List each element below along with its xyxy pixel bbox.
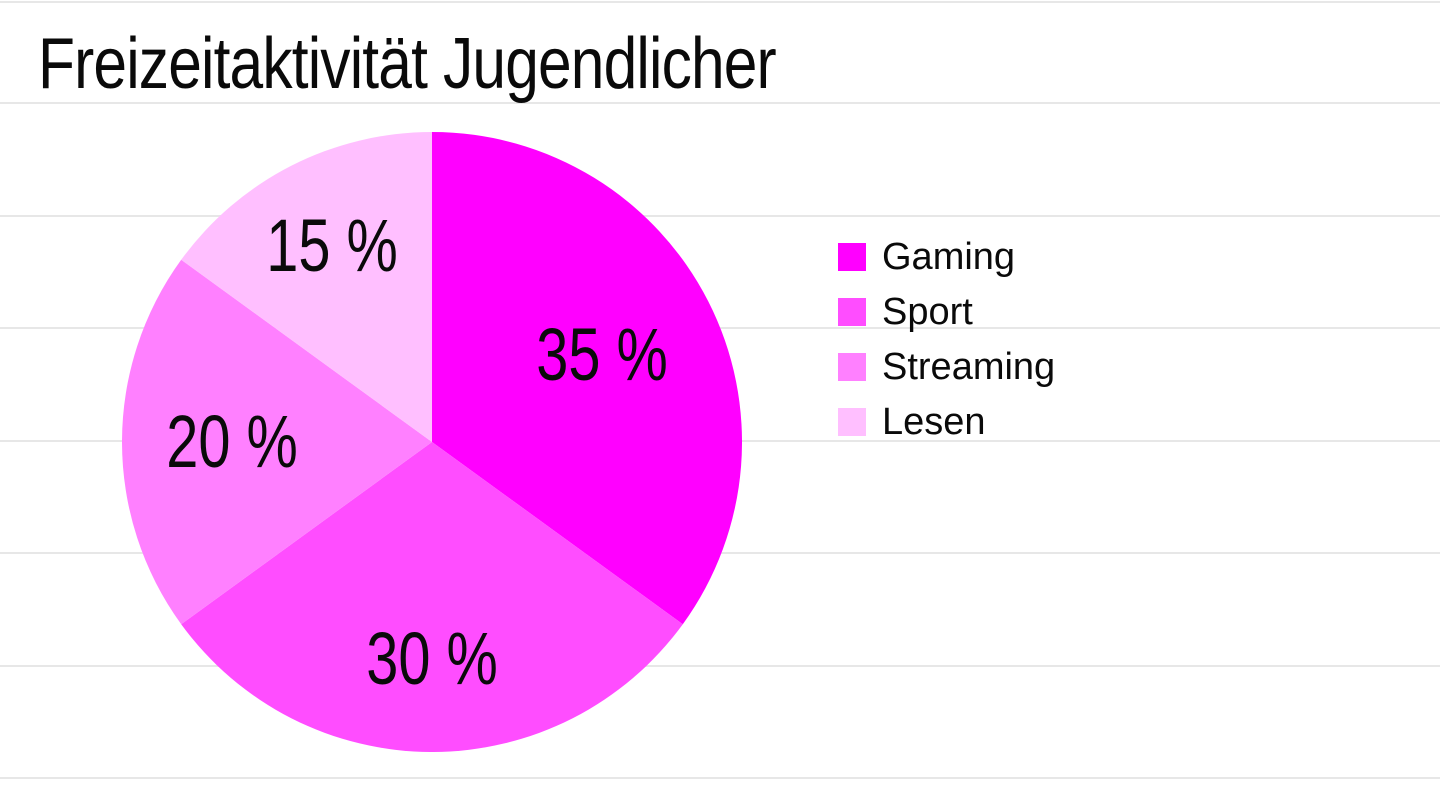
legend-item-lesen: Lesen — [838, 401, 1055, 443]
slice-label-streaming: 20 % — [166, 400, 298, 483]
legend-label-sport: Sport — [882, 291, 973, 333]
legend: Gaming Sport Streaming Lesen — [838, 236, 1056, 443]
legend-label-gaming: Gaming — [882, 236, 1016, 278]
gridline — [0, 1, 1440, 3]
legend-label-streaming: Streaming — [882, 346, 1056, 388]
chart-title: Freizeitaktivität Jugendlicher — [38, 24, 777, 104]
pie-slice-streaming — [122, 259, 432, 625]
pie-slice-lesen — [181, 132, 432, 442]
legend-swatch-lesen — [838, 408, 866, 436]
pie-slice-sport — [181, 442, 683, 752]
gridline — [0, 665, 1440, 667]
pie-slice-gaming — [432, 132, 742, 625]
gridline — [0, 215, 1440, 217]
pie-svg — [122, 132, 742, 752]
legend-item-gaming: Gaming — [838, 236, 1055, 278]
legend-swatch-sport — [838, 298, 866, 326]
gridline — [0, 102, 1440, 104]
slice-label-lesen: 15 % — [266, 203, 398, 287]
pie-chart: 35 % 30 % 20 % 15 % — [122, 132, 742, 752]
legend-swatch-gaming — [838, 243, 866, 271]
legend-item-streaming: Streaming — [838, 346, 1056, 388]
slice-label-sport: 30 % — [366, 617, 498, 700]
legend-swatch-streaming — [838, 353, 866, 381]
gridline — [0, 777, 1440, 779]
legend-item-sport: Sport — [838, 291, 1055, 333]
slice-label-gaming: 35 % — [536, 313, 668, 397]
legend-label-lesen: Lesen — [882, 401, 986, 443]
